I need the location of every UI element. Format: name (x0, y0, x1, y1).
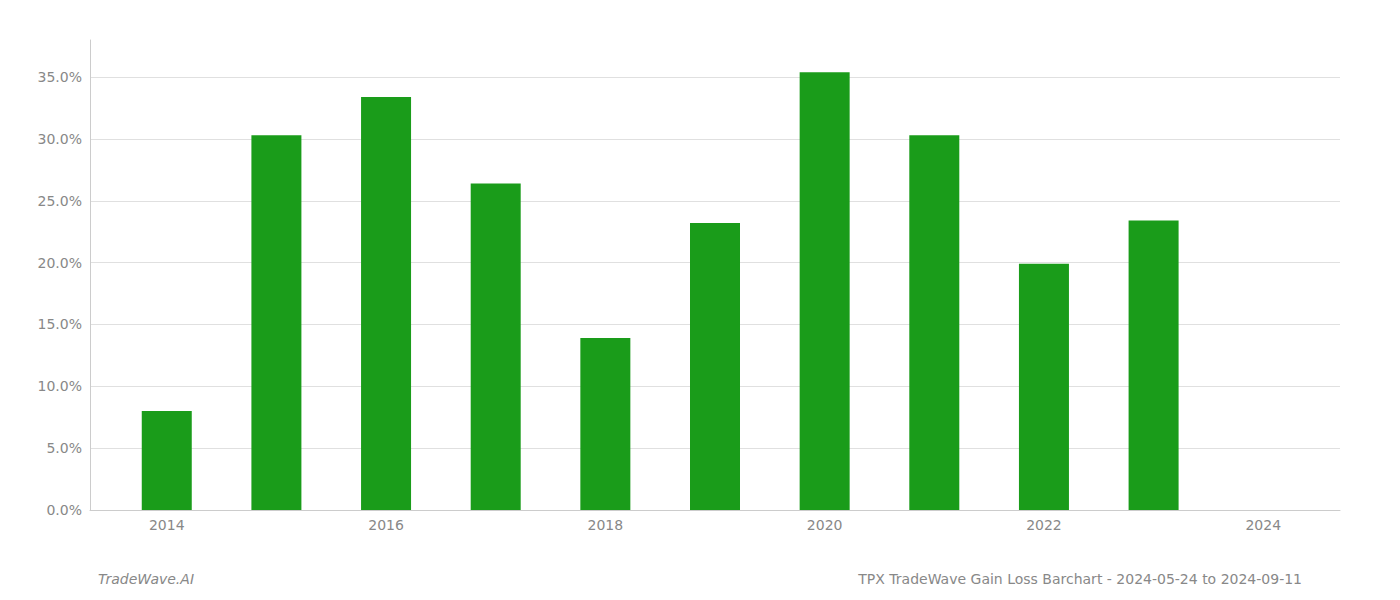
svg-text:25.0%: 25.0% (38, 193, 82, 209)
svg-text:2016: 2016 (368, 517, 404, 533)
svg-text:TPX TradeWave Gain Loss Barcha: TPX TradeWave Gain Loss Barchart - 2024-… (857, 571, 1302, 587)
svg-text:2022: 2022 (1026, 517, 1062, 533)
svg-text:2018: 2018 (588, 517, 624, 533)
svg-text:2024: 2024 (1245, 517, 1281, 533)
svg-text:TradeWave.AI: TradeWave.AI (98, 571, 194, 587)
svg-text:5.0%: 5.0% (46, 440, 82, 456)
svg-text:2020: 2020 (807, 517, 843, 533)
svg-text:20.0%: 20.0% (38, 255, 82, 271)
svg-text:0.0%: 0.0% (46, 502, 82, 518)
svg-text:35.0%: 35.0% (38, 69, 82, 85)
svg-text:10.0%: 10.0% (38, 378, 82, 394)
svg-text:30.0%: 30.0% (38, 131, 82, 147)
svg-text:2014: 2014 (149, 517, 185, 533)
svg-text:15.0%: 15.0% (38, 316, 82, 332)
